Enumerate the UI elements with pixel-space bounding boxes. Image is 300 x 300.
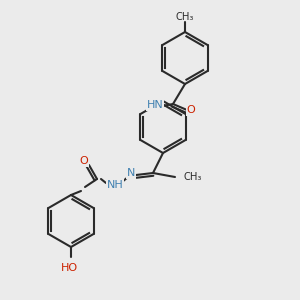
Text: CH₃: CH₃ <box>183 172 201 182</box>
Text: N: N <box>127 168 135 178</box>
Text: O: O <box>187 105 195 115</box>
Text: CH₃: CH₃ <box>176 12 194 22</box>
Text: HO: HO <box>60 263 78 273</box>
Text: HN: HN <box>147 100 164 110</box>
Text: NH: NH <box>106 180 123 190</box>
Text: O: O <box>80 156 88 166</box>
